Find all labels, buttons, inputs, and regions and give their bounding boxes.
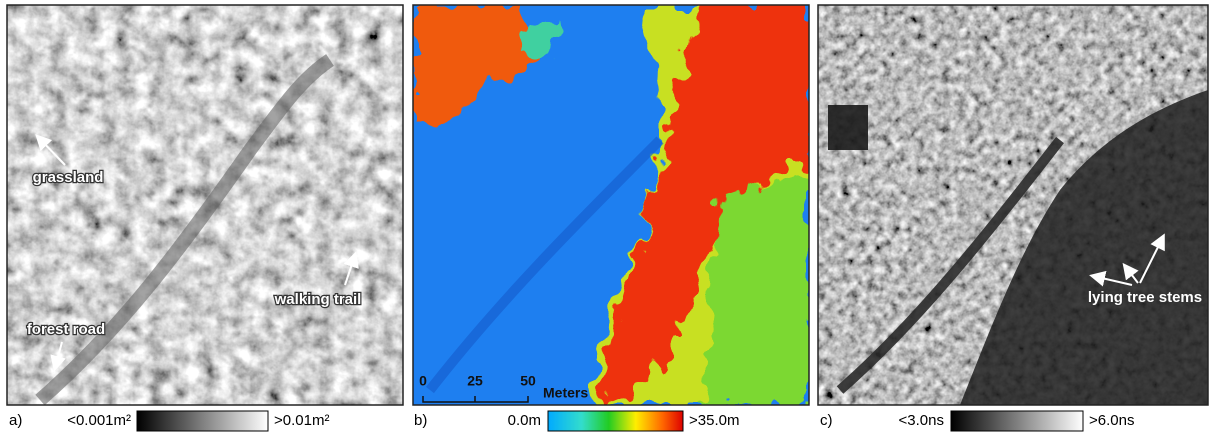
annotation: walking trail [274,291,362,308]
panel-a: grassland walking trail forest road a) <… [7,5,403,431]
colorbar [951,411,1083,431]
scale-label: 25 [467,373,483,389]
colorbar [548,411,683,431]
annotation: grassland [33,169,104,186]
panel-c: lying tree stems c) <3.0ns >6.0ns [818,5,1208,431]
legend-max: >35.0m [689,412,739,429]
scale-label: 50 [520,373,536,389]
legend-min: <0.001m² [67,412,131,429]
figure: grassland walking trail forest road a) <… [0,0,1212,437]
legend-min: 0.0m [508,412,541,429]
panel-b: 0 25 50 Meters b) 0.0m >35.0m [413,5,809,431]
scale-unit: Meters [543,385,588,401]
legend-min: <3.0ns [899,412,944,429]
legend-max: >6.0ns [1089,412,1134,429]
panel-label: c) [820,412,833,429]
colorbar [137,411,268,431]
legend-max: >0.01m² [274,412,329,429]
scale-label: 0 [419,373,427,389]
annotation: lying tree stems [1088,289,1202,306]
annotation: forest road [27,321,105,338]
panel-label: a) [9,412,22,429]
panel-label: b) [414,412,427,429]
